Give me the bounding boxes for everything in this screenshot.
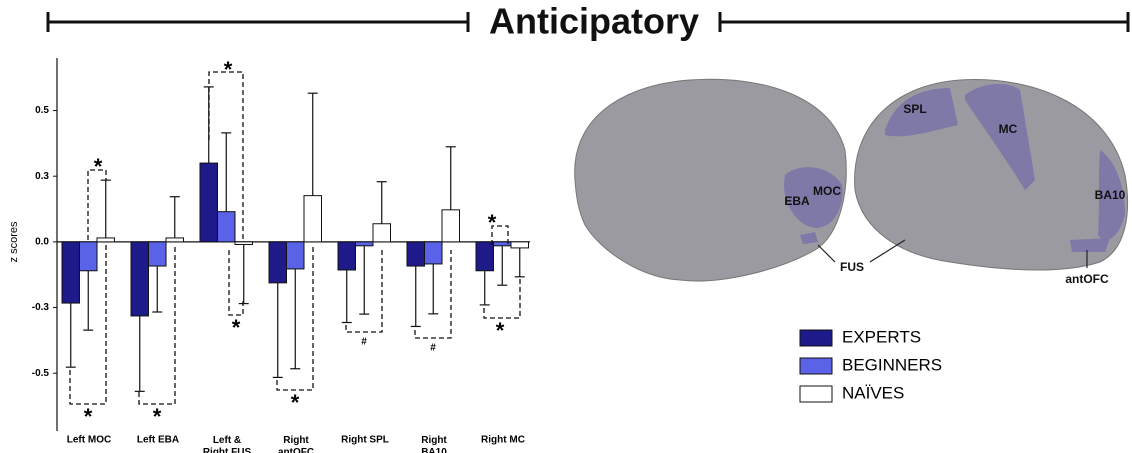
x-tick-label: Left & Right FUS	[203, 435, 252, 453]
bar	[337, 241, 356, 271]
significance-bracket	[87, 169, 107, 240]
title-rule	[46, 12, 1130, 32]
x-tick-label: Right antOFC	[278, 435, 314, 453]
brain-label: MC	[999, 122, 1018, 136]
brain-shape	[574, 78, 847, 282]
significance-bracket	[345, 250, 383, 333]
y-axis-label: z scores	[8, 221, 20, 262]
bar	[234, 241, 253, 246]
legend-swatch	[799, 385, 833, 403]
bar	[268, 241, 287, 284]
significance-mark: *	[488, 210, 497, 235]
brain-label: MOC	[813, 184, 841, 198]
legend-swatch	[799, 357, 833, 375]
brain-label: BA10	[1095, 188, 1126, 202]
bar	[199, 162, 218, 243]
significance-bracket	[414, 250, 452, 339]
region	[1070, 238, 1110, 252]
bar	[165, 237, 184, 243]
bar	[217, 211, 236, 243]
bar	[441, 209, 460, 243]
significance-mark: *	[153, 404, 162, 429]
brain-label: EBA	[784, 194, 810, 208]
y-tick-label: -0.3	[32, 302, 50, 313]
x-tick-label: Right SPL	[341, 435, 389, 446]
significance-bracket	[276, 245, 314, 391]
leader	[869, 239, 906, 263]
significance-bracket	[208, 71, 244, 240]
bar	[79, 241, 98, 272]
bar	[96, 237, 115, 243]
leader	[817, 244, 836, 263]
y-tick-label: 0.3	[35, 171, 49, 182]
significance-mark: #	[430, 343, 436, 354]
significance-mark: *	[224, 57, 233, 82]
region	[885, 88, 958, 137]
y-tick-label: -0.5	[32, 368, 50, 379]
brain-label: FUS	[840, 260, 864, 274]
brain-left	[574, 78, 847, 282]
bar	[61, 241, 80, 304]
x-tick-label: Left EBA	[137, 435, 179, 446]
y-tick-label: 0.5	[35, 105, 49, 116]
bar	[510, 241, 529, 249]
significance-mark: *	[94, 154, 103, 179]
legend-label: EXPERTS	[842, 327, 921, 346]
significance-bracket	[491, 225, 509, 245]
legend-label: BEGINNERS	[842, 355, 942, 374]
bar	[424, 241, 443, 265]
significance-mark: *	[291, 390, 300, 415]
brain-label: antOFC	[1065, 272, 1109, 286]
significance-bracket	[483, 278, 521, 319]
x-tick-label: Right BA10	[421, 435, 447, 453]
bar	[303, 195, 322, 243]
bar	[286, 241, 305, 270]
significance-mark: #	[361, 337, 367, 348]
significance-bracket	[69, 245, 107, 405]
significance-mark: *	[232, 315, 241, 340]
bar	[406, 241, 425, 267]
legend-label: NAÏVES	[842, 383, 904, 402]
region	[784, 167, 843, 228]
bar	[372, 223, 391, 243]
legend: EXPERTS BEGINNERS NAÏVES	[799, 327, 942, 403]
bar	[130, 241, 149, 317]
bar	[475, 241, 494, 272]
chart-title: Anticipatory	[489, 1, 699, 42]
significance-mark: *	[84, 404, 93, 429]
brain-leaders	[817, 239, 1088, 268]
region	[800, 232, 818, 244]
y-tick-label: 0.0	[35, 237, 49, 248]
brain-label: SPL	[903, 102, 926, 116]
region	[1098, 150, 1125, 240]
significance-bracket	[228, 250, 244, 316]
x-tick-label: Right MC	[481, 435, 525, 446]
region	[965, 83, 1035, 190]
bar	[148, 241, 167, 267]
brain-right	[854, 79, 1129, 271]
x-tick-label: Left MOC	[67, 435, 111, 446]
significance-mark: *	[496, 318, 505, 343]
bar	[355, 241, 374, 247]
legend-swatch	[799, 329, 833, 347]
